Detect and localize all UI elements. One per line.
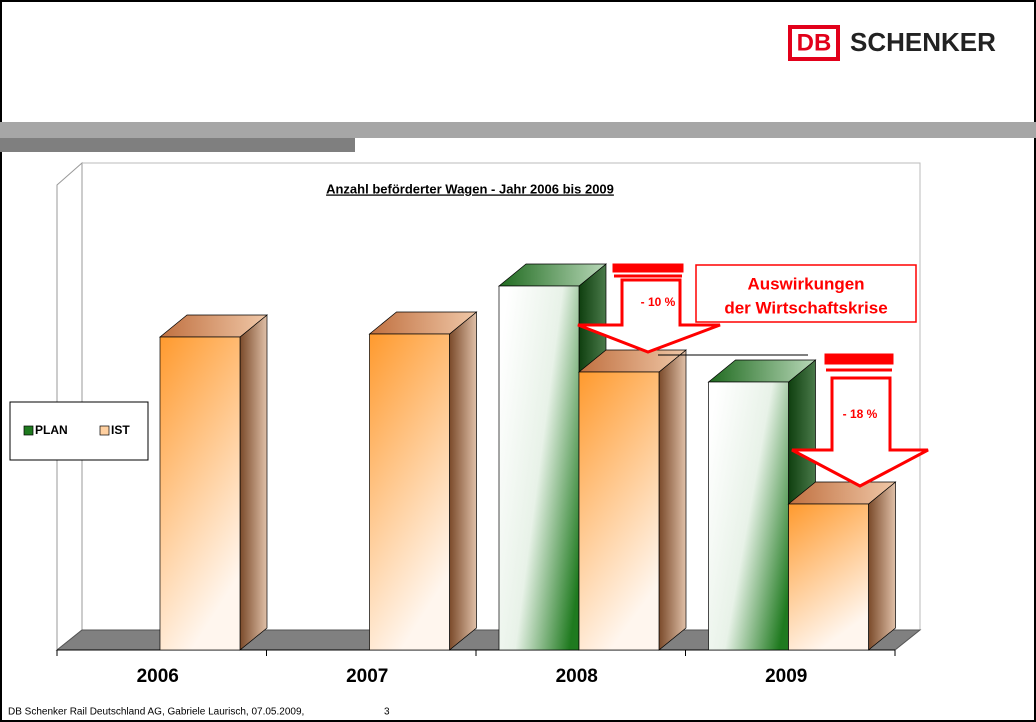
arrow-cap: [612, 263, 684, 273]
logo-text: SCHENKER: [850, 27, 996, 57]
callout-line: der Wirtschaftskrise: [724, 298, 887, 317]
back-wall: [82, 162, 921, 630]
callout-line: Auswirkungen: [747, 274, 864, 293]
bar: [159, 336, 241, 651]
chart-title: Anzahl beförderter Wagen - Jahr 2006 bis…: [326, 181, 614, 196]
arrow-cap: [824, 353, 894, 365]
x-tick-label: 2006: [137, 666, 179, 687]
callout-box: [695, 264, 917, 323]
x-tick-label: 2007: [346, 666, 388, 687]
footer-text: DB Schenker Rail Deutschland AG, Gabriel…: [8, 707, 304, 718]
bar-side: [239, 314, 268, 651]
page-number: 3: [384, 707, 390, 718]
bar: [369, 333, 450, 651]
arrow-18: [791, 376, 929, 488]
bar-side: [868, 481, 896, 651]
bar-side: [658, 349, 687, 651]
legend-label: IST: [111, 423, 130, 437]
bars: [159, 263, 897, 651]
annotation: - 18 %: [843, 407, 878, 421]
bar: [708, 381, 789, 651]
legend-label: PLAN: [35, 423, 68, 437]
annotation: - 10 %: [641, 295, 676, 309]
legend-key: [23, 425, 34, 436]
header-block: [0, 138, 355, 152]
bar: [498, 285, 580, 651]
logo-box: [788, 25, 840, 61]
bar: [788, 503, 869, 651]
bar-side: [449, 311, 477, 651]
x-tick-label: 2008: [556, 666, 598, 687]
arrow-10: [577, 278, 721, 354]
legend-key: [99, 425, 110, 436]
legend: PLAN IST: [23, 423, 130, 437]
x-tick-label: 2009: [765, 666, 807, 687]
bar: [578, 371, 660, 651]
header-bar: [0, 122, 1036, 138]
logo-mark: DB: [797, 29, 832, 56]
arrows: [577, 263, 929, 488]
